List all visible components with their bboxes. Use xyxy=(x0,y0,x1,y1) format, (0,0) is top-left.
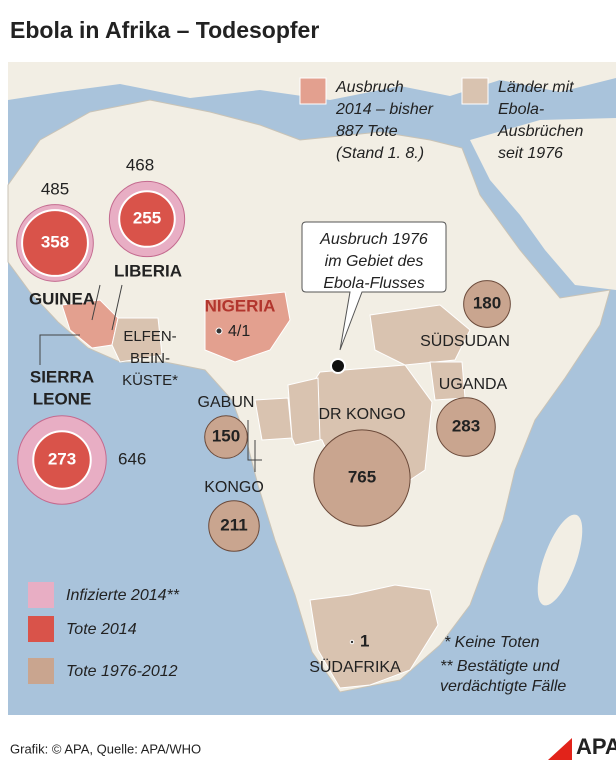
deaths-bubble xyxy=(204,415,248,459)
cases-label: 4/1 xyxy=(228,323,250,340)
logo-mark xyxy=(548,738,572,760)
leader-line xyxy=(247,420,262,461)
footnote: verdächtigte Fälle xyxy=(440,678,566,695)
gabon-shape xyxy=(254,397,293,441)
deaths-bubble xyxy=(21,209,89,277)
madagascar xyxy=(537,514,583,606)
deaths-label: 180 xyxy=(473,293,501,312)
leader-lines xyxy=(39,284,262,472)
deaths-bubble xyxy=(118,190,176,248)
country-label: SIERRA xyxy=(30,367,94,386)
marker xyxy=(215,327,223,335)
legend-text: Ausbruch xyxy=(335,79,404,96)
legend-text: Infizierte 2014** xyxy=(66,587,180,604)
south-sudan-shape xyxy=(369,304,471,366)
legend-text: seit 1976 xyxy=(498,145,563,162)
country-label: GUINEA xyxy=(29,289,95,308)
leader-line xyxy=(39,334,80,365)
deaths-label: 1 xyxy=(360,631,369,650)
legend-text: (Stand 1. 8.) xyxy=(336,145,424,162)
legend-text: Ausbrüchen xyxy=(497,123,583,140)
source: Grafik: © APA, Quelle: APA/WHO xyxy=(10,741,201,756)
infected-label: 646 xyxy=(118,449,146,468)
deaths-bubble xyxy=(208,500,260,552)
deaths-bubble xyxy=(32,430,92,490)
country-label: LEONE xyxy=(33,389,92,408)
deaths-label: 255 xyxy=(133,208,161,227)
deaths-label: 283 xyxy=(452,416,480,435)
legend-swatch-2014 xyxy=(299,77,327,105)
ebola-river-marker xyxy=(330,358,346,374)
legend-text: 887 Tote xyxy=(336,123,398,140)
country-label: LIBERIA xyxy=(114,261,182,280)
infected-label: 468 xyxy=(126,155,154,174)
country-label: ELFEN- xyxy=(123,328,176,345)
legend-text: Länder mit xyxy=(498,79,574,96)
south-africa-shape xyxy=(309,584,439,689)
deaths-label: 211 xyxy=(220,515,247,534)
logo: APA xyxy=(576,734,616,759)
country-label: GABUN xyxy=(198,394,255,411)
deaths-bubble xyxy=(436,397,496,457)
deaths-label: 765 xyxy=(348,467,376,486)
arabia xyxy=(470,118,616,290)
footnote: ** Bestätigte und xyxy=(440,658,560,675)
country-label: NIGERIA xyxy=(205,296,276,315)
deaths-bubble xyxy=(349,639,355,645)
deaths-label: 358 xyxy=(41,232,69,251)
nigeria-shape xyxy=(204,291,291,363)
legend-text: Tote 2014 xyxy=(66,621,137,638)
legend-text: Tote 1976-2012 xyxy=(66,663,178,680)
legend-swatch-deaths xyxy=(28,616,54,642)
annotation-text: Ausbruch 1976 xyxy=(319,231,428,248)
country-label: UGANDA xyxy=(439,376,508,393)
deaths-bubble xyxy=(313,429,411,527)
infected-label: 485 xyxy=(41,179,69,198)
ivory-coast xyxy=(111,317,163,363)
legend-text: 2014 – bisher xyxy=(335,101,434,118)
legend-swatch-old xyxy=(28,658,54,684)
legend-text: Ebola- xyxy=(498,101,544,118)
footnote: * Keine Toten xyxy=(444,634,540,651)
leader-line xyxy=(91,284,101,321)
country-label: SÜDSUDAN xyxy=(420,332,510,350)
annotation-box xyxy=(301,221,447,351)
legend-swatch-historic xyxy=(461,77,489,105)
country-label: SÜDAFRIKA xyxy=(309,658,401,676)
annotation-text: im Gebiet des xyxy=(325,253,424,270)
country-label: KÜSTE* xyxy=(122,371,178,389)
country-label: KONGO xyxy=(204,479,264,496)
deaths-bubble xyxy=(463,280,511,328)
annotation-text: Ebola-Flusses xyxy=(323,275,424,292)
legend-swatch-infected xyxy=(28,582,54,608)
deaths-label: 150 xyxy=(212,426,240,445)
leader-line xyxy=(111,284,123,331)
congo-shape xyxy=(287,377,321,446)
deaths-label: 273 xyxy=(48,449,76,468)
country-label: DR KONGO xyxy=(318,406,405,423)
country-label: BEIN- xyxy=(130,350,170,367)
title: Ebola in Afrika – Todesopfer xyxy=(10,17,319,43)
